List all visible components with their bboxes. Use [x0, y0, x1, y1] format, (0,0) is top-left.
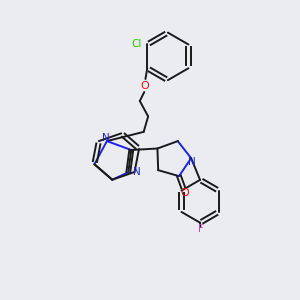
Text: F: F	[198, 224, 204, 234]
Text: N: N	[102, 133, 110, 142]
Text: N: N	[133, 167, 140, 177]
Text: O: O	[140, 80, 148, 91]
Text: O: O	[181, 188, 190, 198]
Text: N: N	[188, 157, 196, 167]
Text: Cl: Cl	[131, 39, 142, 49]
